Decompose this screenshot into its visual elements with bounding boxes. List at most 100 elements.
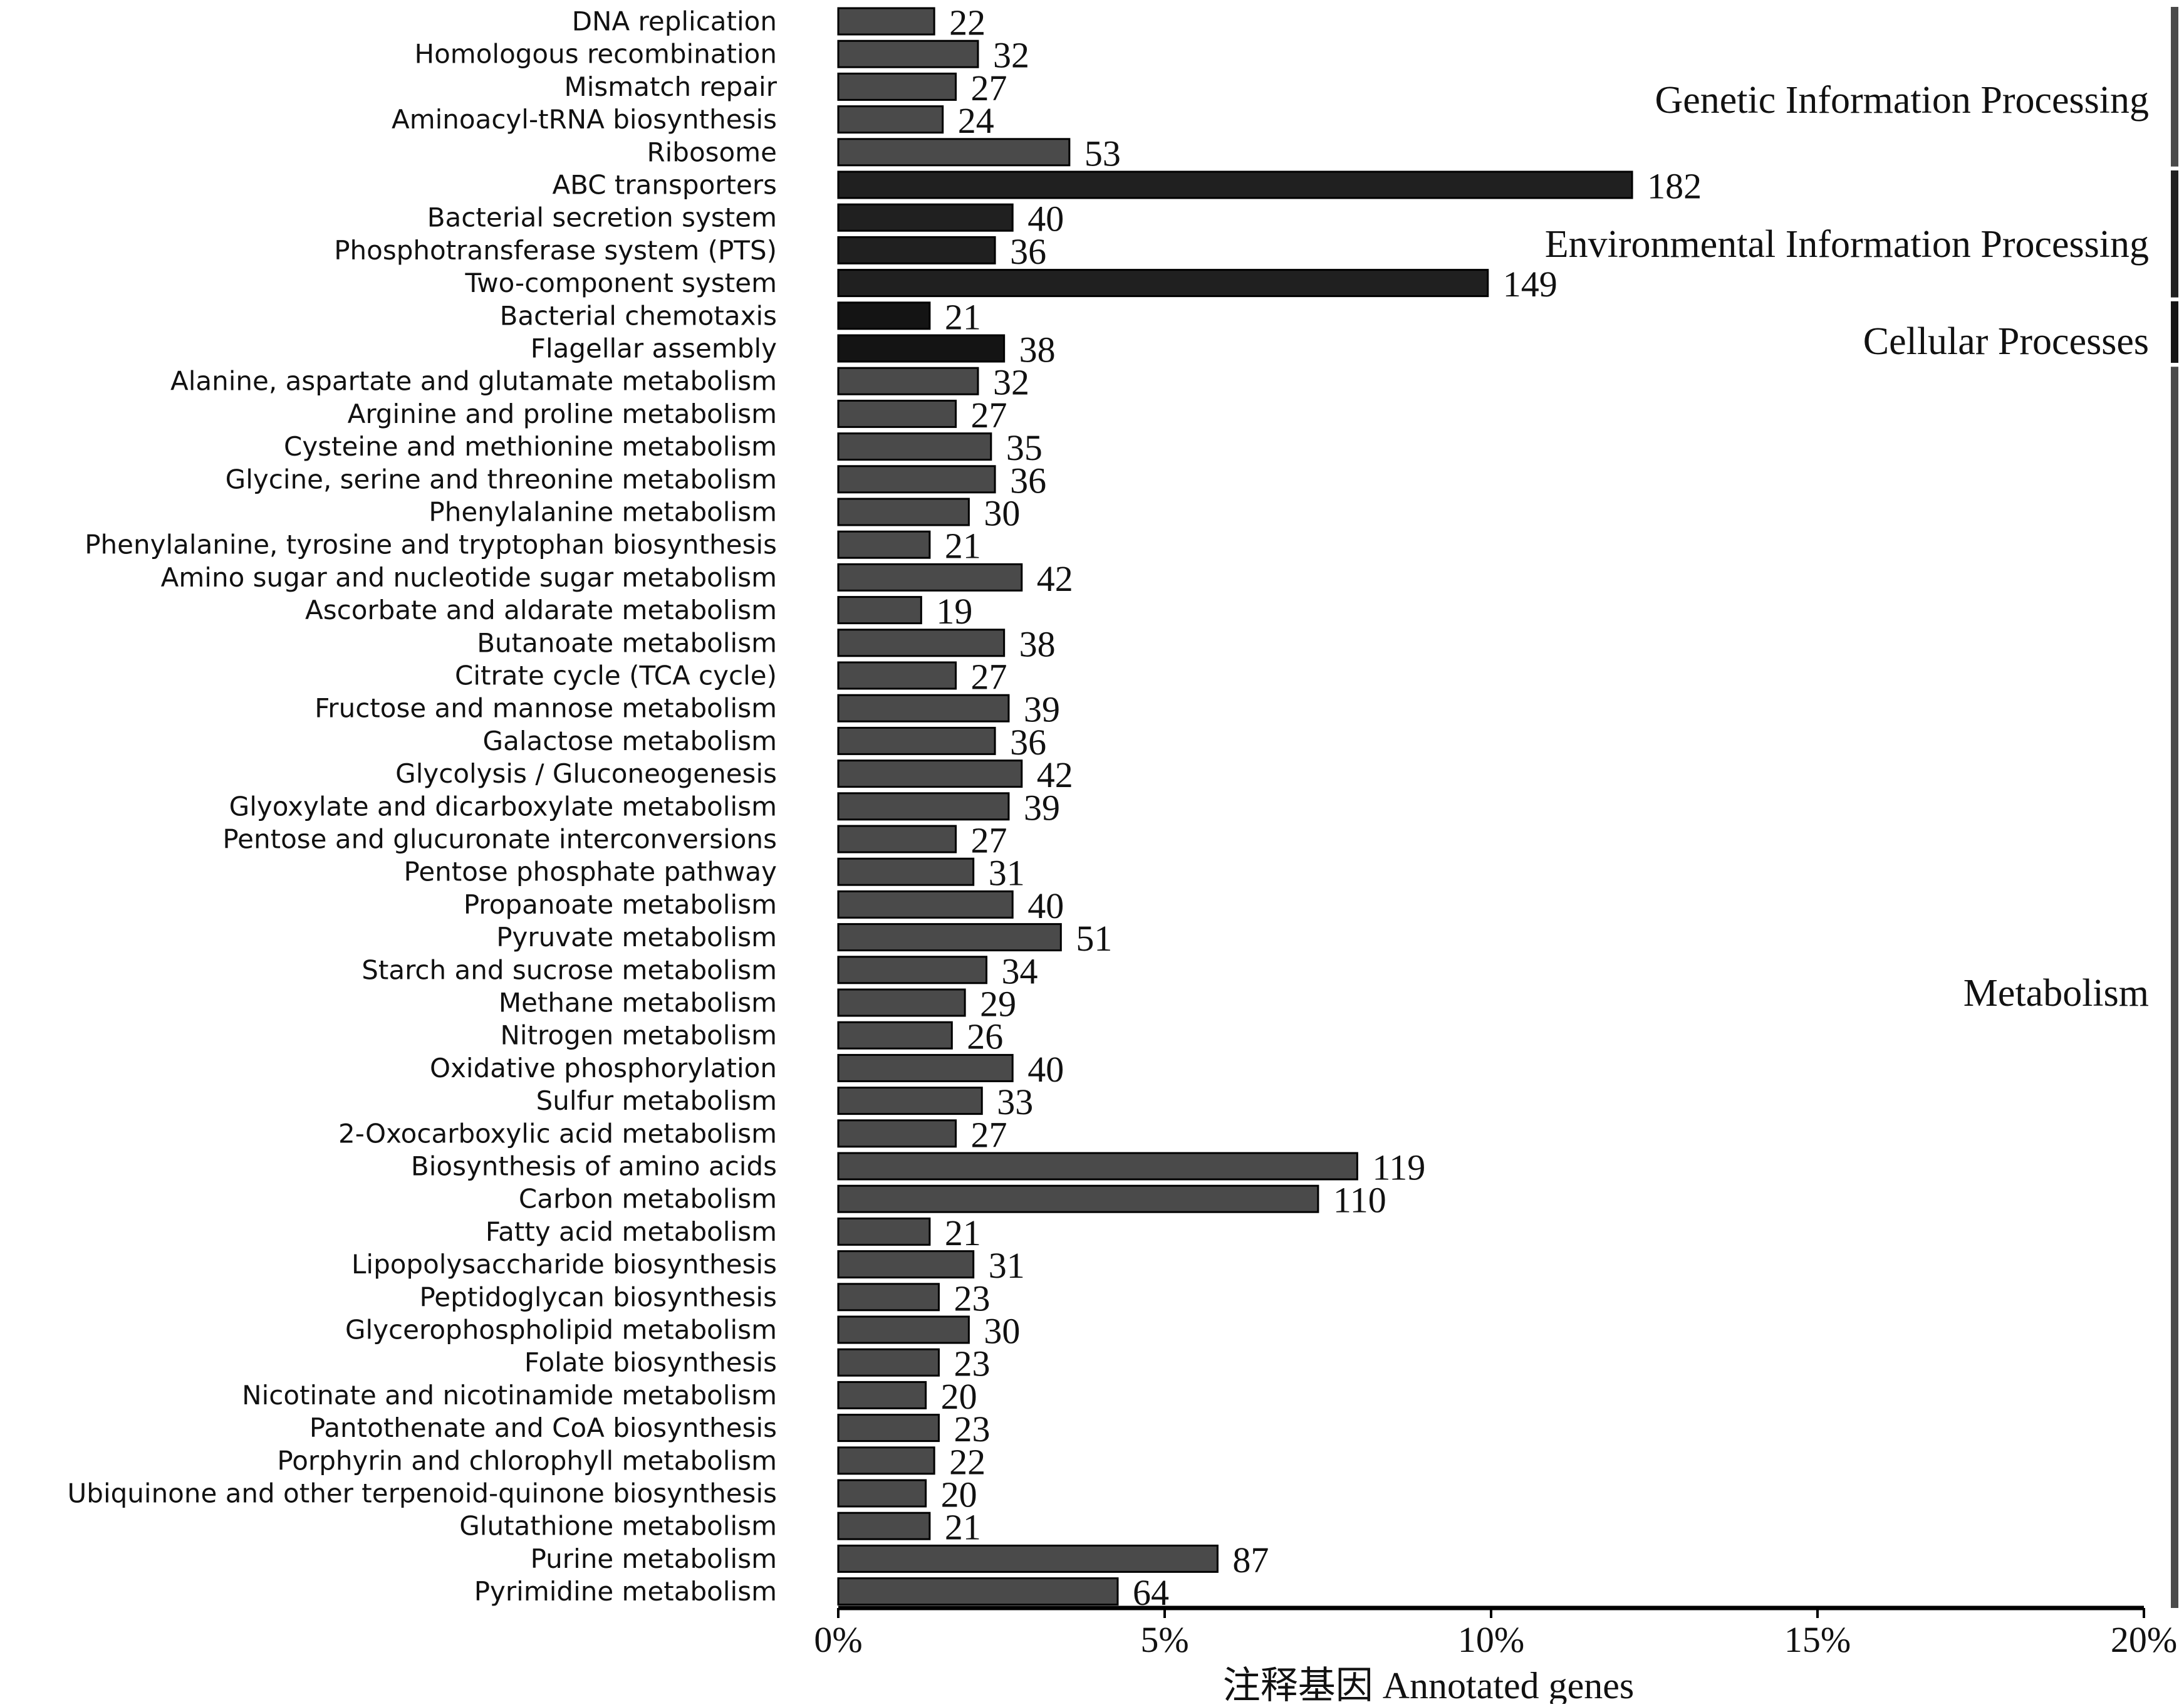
bar-value-label: 23 (954, 1409, 990, 1449)
bar (837, 138, 1071, 167)
bar (837, 694, 1010, 723)
bar (837, 1381, 927, 1409)
category-label: Fatty acid metabolism (486, 1216, 777, 1247)
bar-value-label: 36 (1010, 460, 1046, 501)
bar (837, 498, 970, 526)
bar (837, 760, 1023, 788)
bar-value-label: 21 (945, 526, 981, 566)
bar (837, 1053, 1014, 1082)
bar (837, 1511, 931, 1540)
category-label: Folate biosynthesis (524, 1347, 777, 1378)
bar-value-label: 19 (936, 591, 972, 632)
x-tick-label: 15% (1784, 1619, 1851, 1660)
group-label: Environmental Information Processing (1545, 223, 2149, 266)
x-tick-label: 5% (1140, 1619, 1188, 1660)
bar-value-label: 21 (945, 1507, 981, 1548)
bar-value-label: 21 (945, 296, 981, 337)
category-label: Ribosome (647, 137, 777, 167)
category-label: Cysteine and methionine metabolism (284, 431, 777, 462)
bar-value-label: 38 (1019, 330, 1056, 370)
category-label: Homologous recombination (415, 39, 777, 70)
x-tick-label: 20% (2111, 1619, 2177, 1660)
bar (837, 629, 1006, 657)
bar-value-label: 21 (945, 1213, 981, 1253)
bar (837, 170, 1633, 199)
bar-value-label: 31 (989, 1245, 1025, 1286)
bar (837, 661, 957, 690)
bar (837, 203, 1014, 232)
category-label: Peptidoglycan biosynthesis (419, 1282, 777, 1312)
category-label: Mismatch repair (564, 71, 777, 102)
bar (837, 39, 979, 68)
x-tick-label: 10% (1458, 1619, 1524, 1660)
bar-value-label: 22 (949, 1441, 985, 1482)
bar (837, 301, 931, 330)
bar (837, 269, 1489, 298)
category-label: Butanoate metabolism (477, 627, 777, 658)
bar (837, 956, 988, 984)
bar-value-label: 36 (1010, 231, 1046, 272)
bar (837, 890, 1014, 919)
category-label: Pantothenate and CoA biosynthesis (309, 1412, 777, 1443)
bar (837, 1217, 931, 1246)
x-tick-label: 0% (814, 1619, 862, 1660)
category-label: ABC transporters (552, 170, 777, 201)
bar-value-label: 27 (971, 657, 1007, 697)
bar (837, 1119, 957, 1148)
bar-value-label: 87 (1232, 1540, 1269, 1580)
category-label: Fructose and mannose metabolism (315, 693, 777, 724)
bar-value-label: 27 (971, 820, 1007, 861)
bar-value-label: 30 (984, 493, 1020, 534)
category-label: Alanine, aspartate and glutamate metabol… (170, 366, 777, 397)
bar (837, 72, 957, 101)
category-label: DNA replication (572, 6, 777, 37)
bar (837, 857, 975, 886)
bar (837, 1446, 935, 1475)
category-label: Starch and sucrose metabolism (361, 954, 777, 985)
bar-value-label: 27 (971, 1114, 1007, 1155)
bar (837, 1184, 1319, 1213)
category-label: Phenylalanine metabolism (429, 497, 777, 528)
category-label: Glutathione metabolism (459, 1511, 777, 1542)
category-label: Aminoacyl-tRNA biosynthesis (392, 104, 777, 135)
bar-value-label: 34 (1002, 951, 1038, 991)
bar-value-label: 27 (971, 68, 1007, 108)
bar (837, 726, 996, 755)
bar-value-label: 39 (1024, 787, 1060, 828)
category-label: Pentose phosphate pathway (404, 857, 777, 887)
category-label: Pentose and glucuronate interconversions (222, 824, 777, 855)
bar-value-label: 149 (1503, 264, 1557, 305)
bar (837, 7, 935, 36)
bar (837, 334, 1006, 363)
bar-value-label: 20 (941, 1376, 977, 1417)
bar-value-label: 33 (997, 1082, 1033, 1122)
bar-value-label: 110 (1333, 1180, 1386, 1221)
bar (837, 399, 957, 428)
category-label: Biosynthesis of amino acids (411, 1151, 777, 1182)
bar (837, 465, 996, 494)
bar-value-label: 42 (1037, 558, 1073, 599)
bar (837, 1414, 940, 1443)
bar-value-label: 36 (1010, 722, 1046, 763)
bar (837, 530, 931, 559)
bar (837, 792, 1010, 821)
bar-value-label: 53 (1084, 133, 1121, 174)
bar (837, 1479, 927, 1508)
bar-value-label: 20 (941, 1475, 977, 1515)
bar-value-label: 31 (989, 853, 1025, 894)
bar (837, 1152, 1358, 1181)
bar (837, 1544, 1219, 1573)
category-label: Glyoxylate and dicarboxylate metabolism (229, 791, 777, 822)
category-label: Galactose metabolism (483, 726, 777, 756)
bar (837, 105, 944, 134)
category-label: Pyruvate metabolism (496, 922, 777, 953)
category-label: Purine metabolism (531, 1543, 777, 1574)
category-label: Bacterial secretion system (427, 202, 777, 233)
bar-value-label: 51 (1076, 918, 1112, 959)
group-label: Genetic Information Processing (1655, 79, 2149, 122)
category-label: Arginine and proline metabolism (348, 399, 777, 429)
category-label: 2-Oxocarboxylic acid metabolism (338, 1118, 777, 1149)
bar-value-label: 42 (1037, 754, 1073, 795)
category-label: Bacterial chemotaxis (500, 300, 777, 331)
